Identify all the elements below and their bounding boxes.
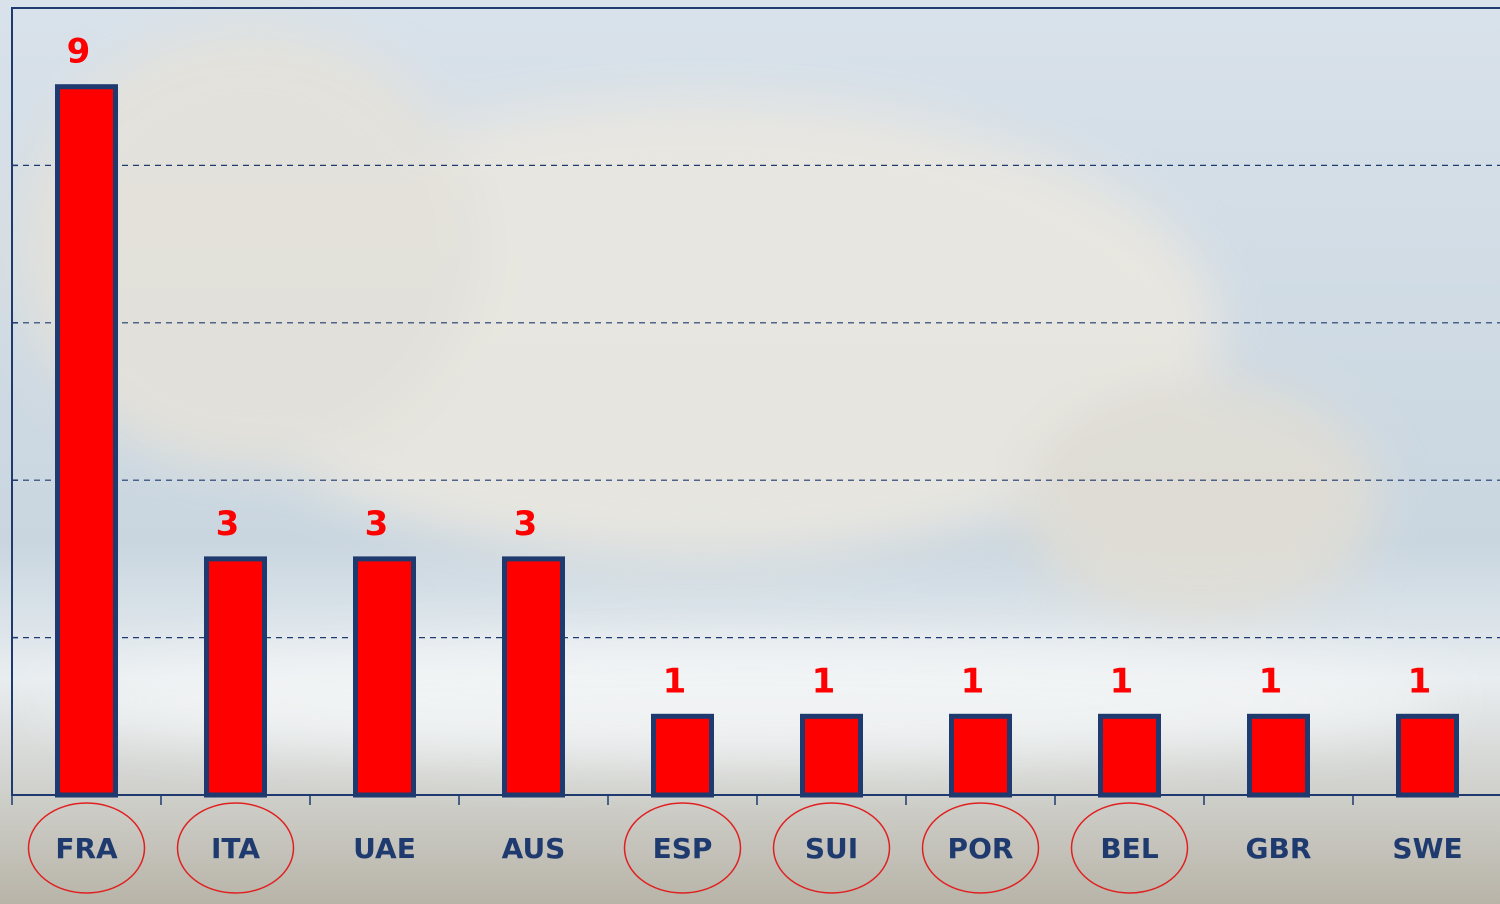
value-label: 1 [663, 661, 687, 701]
category-circle [176, 802, 295, 894]
x-tick-label: BEL [1100, 832, 1158, 865]
x-tick-label: SUI [805, 832, 858, 865]
bar [949, 713, 1012, 798]
value-label: 1 [1408, 661, 1432, 701]
value-label: 9 [67, 32, 91, 72]
x-tick-label: UAE [353, 832, 416, 865]
bar [353, 556, 416, 798]
bar [55, 84, 118, 798]
x-tick-label: SWE [1392, 832, 1462, 865]
category-circle [772, 802, 891, 894]
bar [502, 556, 565, 798]
value-label: 1 [961, 661, 985, 701]
category-circle [27, 802, 146, 894]
bar [1247, 713, 1310, 798]
category-circle [1070, 802, 1189, 894]
category-circle [921, 802, 1040, 894]
bar [204, 556, 267, 798]
x-tick-label: ITA [211, 832, 260, 865]
value-label: 3 [365, 504, 389, 544]
value-label: 1 [1110, 661, 1134, 701]
bar [1098, 713, 1161, 798]
x-tick-label: GBR [1246, 832, 1312, 865]
x-tick-label: ESP [653, 832, 713, 865]
category-circle [623, 802, 742, 894]
bar [800, 713, 863, 798]
value-label: 1 [1259, 661, 1283, 701]
bar [651, 713, 714, 798]
value-label: 3 [514, 504, 538, 544]
x-tick-label: POR [948, 832, 1014, 865]
x-tick-label: FRA [55, 832, 118, 865]
value-label: 1 [812, 661, 836, 701]
value-label: 3 [216, 504, 240, 544]
x-tick-label: AUS [502, 832, 566, 865]
bar [1396, 713, 1459, 798]
